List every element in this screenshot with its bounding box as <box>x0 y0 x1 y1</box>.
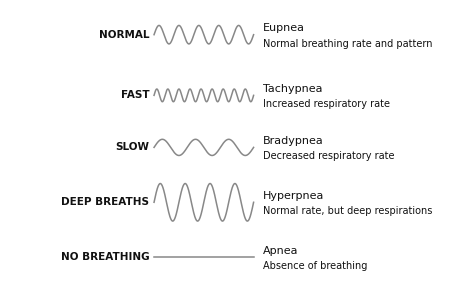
Text: Increased respiratory rate: Increased respiratory rate <box>263 99 390 110</box>
Text: Apnea: Apnea <box>263 246 299 256</box>
Text: FAST: FAST <box>121 90 149 100</box>
Text: Normal breathing rate and pattern: Normal breathing rate and pattern <box>263 39 433 49</box>
Text: DEEP BREATHS: DEEP BREATHS <box>61 197 149 207</box>
Text: SLOW: SLOW <box>115 142 149 152</box>
Text: Eupnea: Eupnea <box>263 23 305 33</box>
Text: Bradypnea: Bradypnea <box>263 136 324 146</box>
Text: Tachypnea: Tachypnea <box>263 84 323 94</box>
Text: NO BREATHING: NO BREATHING <box>61 252 149 262</box>
Text: Normal rate, but deep respirations: Normal rate, but deep respirations <box>263 206 432 216</box>
Text: NORMAL: NORMAL <box>99 30 149 40</box>
Text: Absence of breathing: Absence of breathing <box>263 261 367 271</box>
Text: Hyperpnea: Hyperpnea <box>263 191 324 201</box>
Text: Decreased respiratory rate: Decreased respiratory rate <box>263 151 394 162</box>
